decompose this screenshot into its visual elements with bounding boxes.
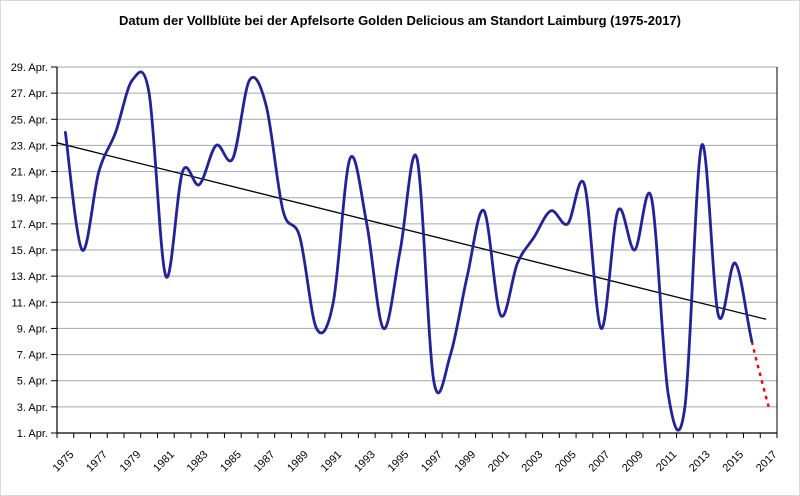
- y-tick-label: 13. Apr.: [11, 271, 48, 283]
- y-tick-label: 21. Apr.: [11, 167, 48, 179]
- x-tick-label: 2001: [486, 449, 512, 475]
- x-tick-label: 1975: [51, 449, 77, 475]
- x-tick-label: 1979: [118, 449, 144, 475]
- y-tick-label: 15. Apr.: [11, 245, 48, 257]
- x-tick-label: 2011: [654, 449, 679, 474]
- x-tick-label: 2017: [754, 449, 780, 475]
- y-tick-label: 29. Apr.: [11, 62, 48, 74]
- x-tick-label: 1985: [218, 449, 244, 475]
- x-tick-label: 1981: [151, 449, 177, 475]
- y-tick-label: 17. Apr.: [11, 219, 48, 231]
- x-tick-label: 2003: [520, 449, 546, 475]
- y-tick-label: 1. Apr.: [17, 428, 48, 440]
- y-tick-label: 7. Apr.: [17, 350, 48, 362]
- x-tick-label: 1991: [319, 449, 345, 475]
- y-tick-label: 25. Apr.: [11, 114, 48, 126]
- x-tick-label: 1997: [419, 449, 445, 475]
- x-tick-label: 2013: [687, 449, 713, 475]
- y-tick-label: 9. Apr.: [17, 323, 48, 335]
- trend-line: [56, 142, 767, 320]
- bloom-date-line: [63, 70, 754, 432]
- y-tick-label: 11. Apr.: [12, 297, 49, 309]
- x-tick-label: 1993: [352, 449, 378, 475]
- y-tick-label: 3. Apr.: [17, 402, 48, 414]
- x-tick-label: 1977: [84, 449, 110, 475]
- forecast-segment: [750, 341, 770, 408]
- x-tick-label: 1999: [453, 449, 479, 475]
- x-tick-label: 1987: [252, 449, 278, 475]
- y-tick-label: 23. Apr.: [11, 140, 48, 152]
- chart-title: Datum der Vollblüte bei der Apfelsorte G…: [118, 13, 681, 28]
- x-tick-label: 1995: [386, 449, 412, 475]
- x-tick-label: 2007: [587, 449, 613, 475]
- x-tick-label: 1989: [285, 449, 311, 475]
- y-tick-label: 5. Apr.: [17, 376, 48, 388]
- x-tick-label: 2009: [620, 449, 646, 475]
- x-tick-label: 1983: [185, 449, 211, 475]
- x-tick-label: 2015: [720, 449, 746, 475]
- y-tick-label: 19. Apr.: [11, 193, 48, 205]
- x-tick-label: 2005: [553, 449, 579, 475]
- y-tick-label: 27. Apr.: [11, 88, 48, 100]
